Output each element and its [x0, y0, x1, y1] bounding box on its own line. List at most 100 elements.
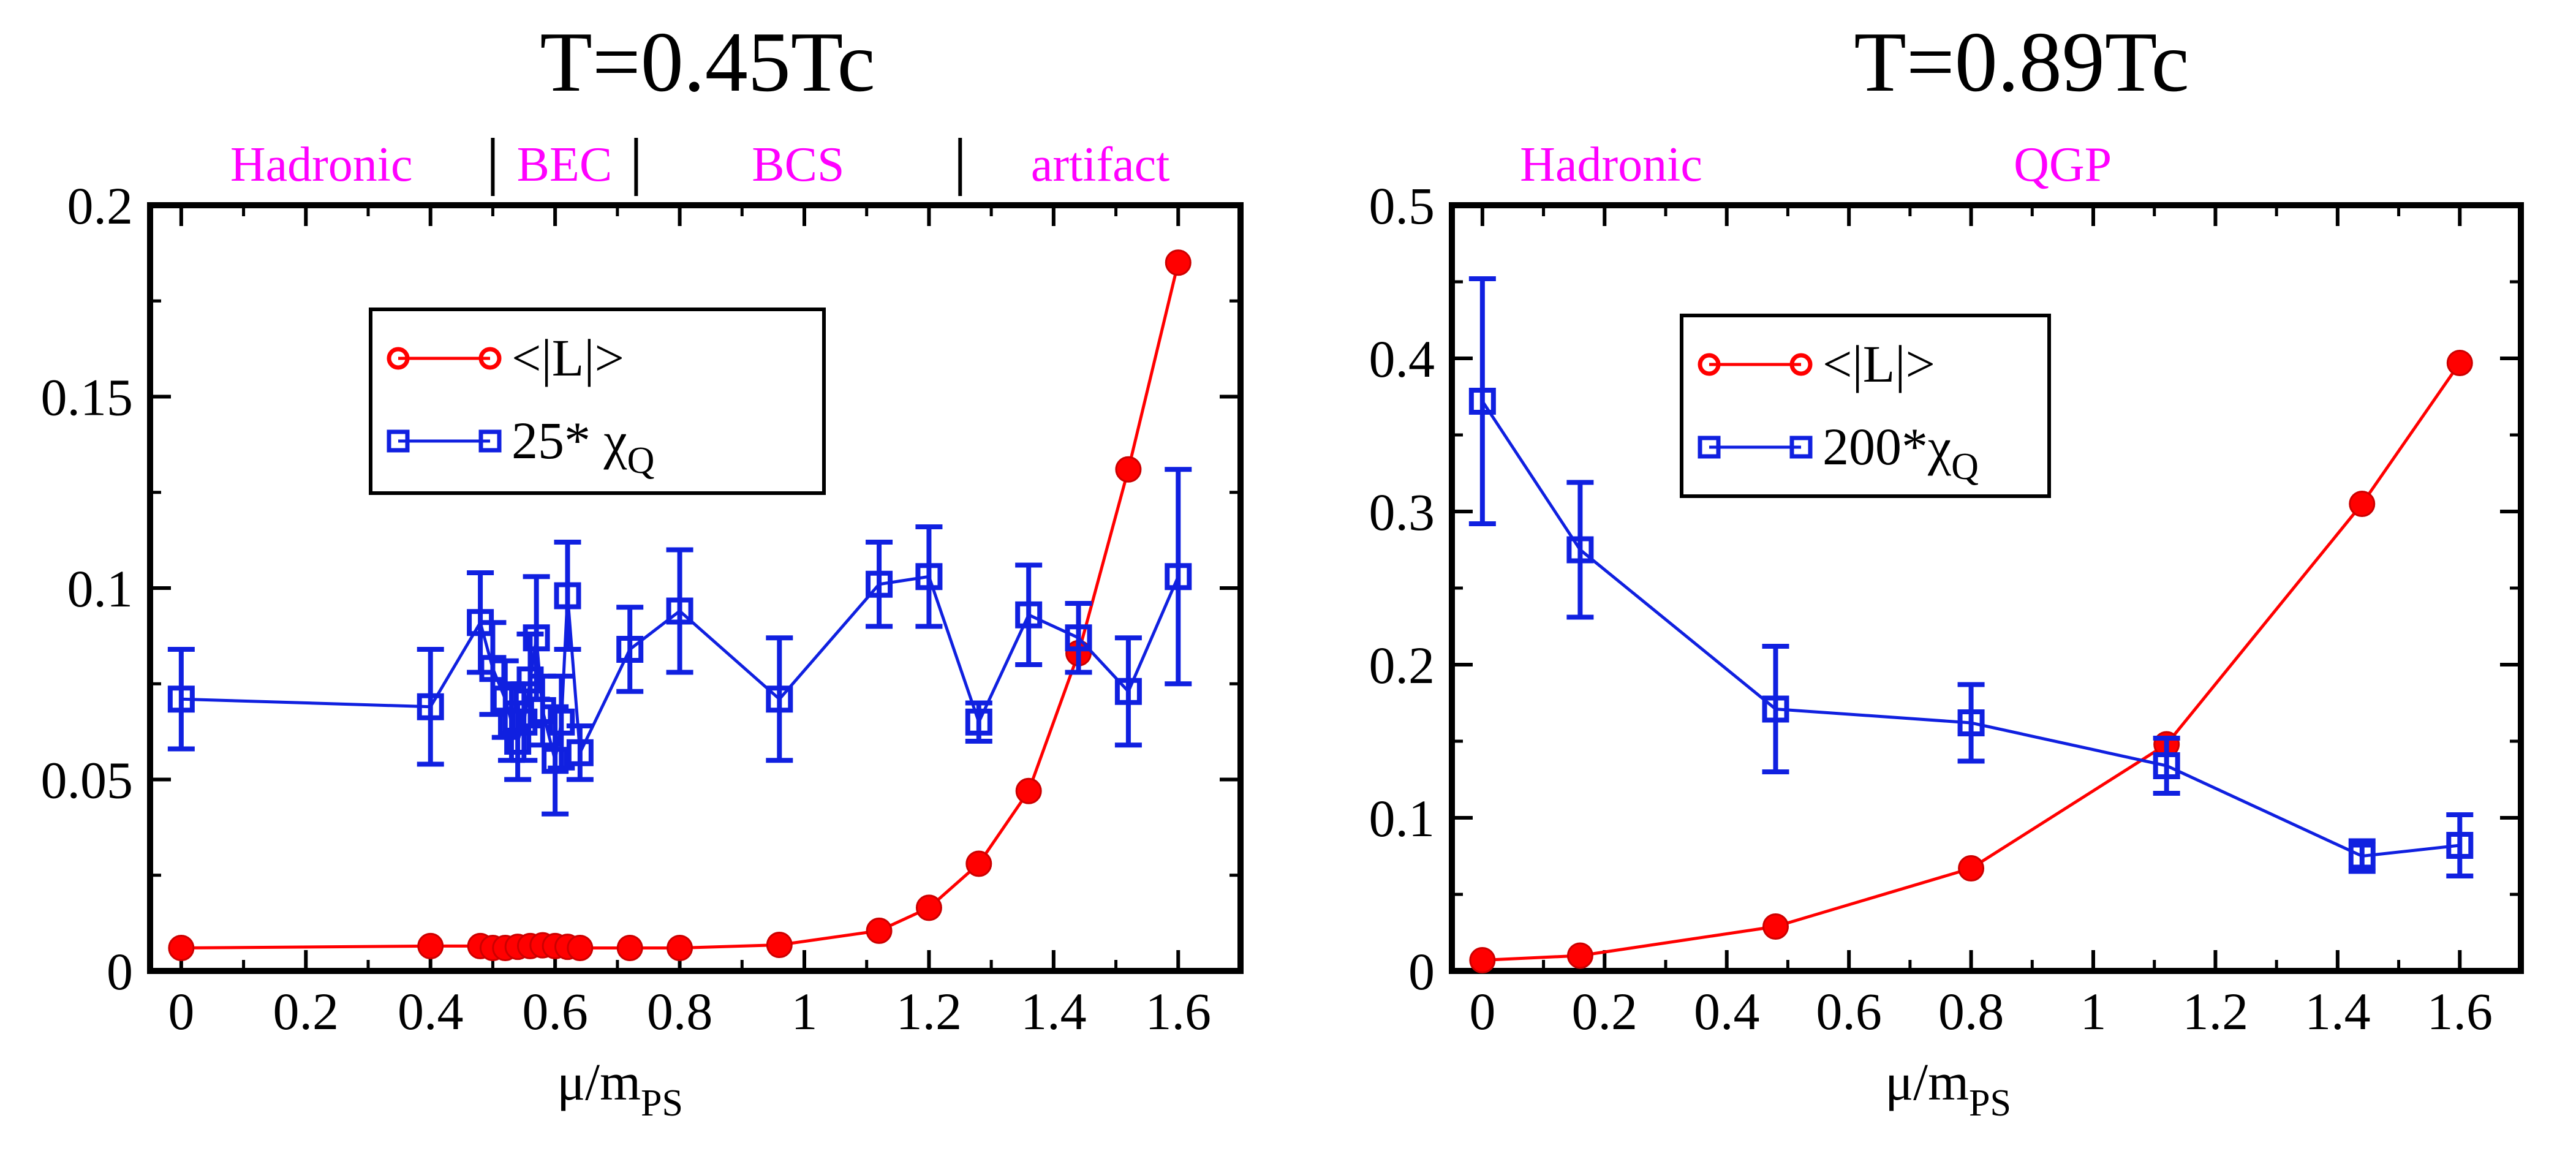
left-data-point-chi [915, 563, 943, 591]
right-y-tick-label: 0.3 [1369, 483, 1435, 542]
left-legend-label: 25* χQ [512, 411, 654, 481]
left-data-point-L [567, 935, 594, 961]
right-legend-marker-L [1698, 353, 1721, 376]
left-data-point-chi [866, 570, 893, 598]
right-x-tick-label: 0.2 [1572, 982, 1638, 1041]
left-y-tick-label: 0 [107, 942, 133, 1001]
left-y-tick-label: 0.05 [41, 751, 134, 810]
left-region-label-artifact: artifact [1031, 138, 1169, 192]
right-legend: <|L|> 200*χQ [1680, 314, 2051, 498]
right-y-tick-label: 0.4 [1369, 330, 1435, 388]
left-x-tick-label: 1.2 [896, 982, 962, 1041]
left-data-point-L [866, 917, 893, 944]
right-x-tick-label: 0.8 [1938, 982, 2004, 1041]
right-x-tick-label: 1.2 [2183, 982, 2249, 1041]
left-legend-box [369, 308, 826, 495]
right-legend-marker-chi [1698, 436, 1721, 459]
right-axes: 0 0.2 0.4 0.6 0.8 1 1.2 1.4 1.6 0 0.1 0.2 0.3 0.4 0.5 [1369, 176, 2524, 1041]
left-y-tick-label: 0.1 [67, 559, 134, 618]
left-data-point-chi [467, 609, 494, 636]
left-x-tick-label: 1.6 [1146, 982, 1212, 1041]
left-data-point-chi [523, 624, 550, 652]
right-data-point-L [1469, 947, 1496, 973]
right-x-axis-label: μ/mPS [1885, 1052, 2011, 1124]
right-x-tick-label: 1 [2080, 982, 2107, 1041]
left-data-point-chi [1165, 563, 1192, 591]
left-region-label-bec: BEC [517, 138, 613, 192]
right-y-tick-label: 0 [1408, 942, 1435, 1001]
left-data-point-chi [542, 747, 569, 774]
left-legend-marker-L [478, 347, 502, 370]
left-data-point-chi [504, 728, 532, 755]
left-data-point-chi [417, 693, 444, 720]
right-x-tick-label: 0 [1469, 982, 1495, 1041]
left-data-point-L [766, 932, 793, 958]
left-data-point-L [1165, 249, 1192, 276]
left-y-tick-label: 0.15 [41, 368, 134, 427]
left-chart-title: T=0.45Tc [540, 15, 875, 110]
left-chart-panel: T=0.45Tc Hadronic BEC BCS artifact 0 0.2 0.4 0… [41, 15, 1244, 1124]
left-data-point-L [417, 932, 444, 959]
left-data-point-chi [548, 708, 575, 736]
left-legend-marker-chi [387, 429, 410, 453]
left-y-tick-label: 0.2 [67, 176, 134, 235]
right-data-point-chi [2348, 842, 2376, 870]
left-data-point-L [1015, 777, 1042, 804]
right-data-point-chi [2446, 832, 2474, 859]
left-data-point-L [915, 894, 942, 921]
right-data-point-L [2349, 491, 2376, 517]
left-legend: <|L|> 25* χQ [369, 308, 826, 495]
left-region-labels: Hadronic BEC BCS artifact [230, 138, 1169, 196]
left-x-tick-label: 1 [791, 982, 818, 1041]
left-axes: 0 0.2 0.4 0.6 0.8 1 1.2 1.4 1.6 0 0.05 0.1 0.15 0.2 [41, 176, 1244, 1041]
left-x-tick-label: 0 [168, 982, 194, 1041]
right-legend-marker-chi [1789, 436, 1813, 459]
left-region-label-hadronic: Hadronic [230, 138, 413, 192]
left-data-point-chi [566, 739, 594, 766]
right-data-point-L [2446, 350, 2473, 376]
right-x-tick-label: 1.6 [2427, 982, 2493, 1041]
left-x-tick-label: 1.4 [1021, 982, 1087, 1041]
left-data-point-chi [479, 655, 507, 682]
right-legend-label: <|L|> [1822, 334, 1935, 393]
right-x-tick-label: 1.4 [2305, 982, 2371, 1041]
left-data-point-chi [167, 685, 195, 713]
left-data-point-L [1115, 456, 1142, 483]
right-data-point-chi [1762, 695, 1789, 723]
left-data-point-L [616, 935, 643, 961]
left-data-point-chi [516, 666, 544, 693]
right-region-label-qgp: QGP [2014, 138, 2112, 192]
right-y-tick-label: 0.5 [1369, 176, 1435, 235]
left-region-label-bcs: BCS [752, 138, 844, 192]
left-x-tick-label: 0.4 [398, 982, 464, 1041]
right-plot-area [1468, 276, 2474, 973]
right-chart-title: T=0.89Tc [1854, 15, 2189, 110]
right-x-tick-label: 0.4 [1694, 982, 1760, 1041]
right-data-point-chi [1957, 709, 1985, 736]
right-y-tick-label: 0.1 [1369, 789, 1435, 848]
right-region-label-hadronic: Hadronic [1520, 138, 1702, 192]
right-data-point-chi [1468, 388, 1496, 415]
left-x-tick-label: 0.2 [273, 982, 339, 1041]
right-data-point-chi [2153, 752, 2180, 779]
left-legend-marker-chi [478, 429, 502, 453]
left-data-point-L [667, 935, 693, 961]
right-data-point-chi [1566, 536, 1594, 564]
left-data-point-chi [766, 685, 793, 713]
left-data-point-chi [965, 708, 992, 736]
left-x-axis-label: μ/mPS [557, 1052, 683, 1124]
right-data-point-L [1958, 855, 1985, 882]
right-chart-panel: T=0.89Tc Hadronic QGP 0 0.2 0.4 0.6 0.8 1 1.2 1.… [1369, 15, 2524, 1124]
right-legend-marker-L [1789, 353, 1813, 376]
left-data-point-chi [1065, 624, 1092, 652]
right-legend-box [1680, 314, 2051, 498]
right-y-tick-label: 0.2 [1369, 636, 1435, 695]
left-legend-label: <|L|> [512, 328, 624, 387]
left-data-point-L [168, 935, 195, 961]
left-legend-marker-L [387, 347, 410, 370]
right-data-point-L [1566, 942, 1593, 969]
left-data-point-chi [616, 636, 644, 663]
right-data-point-L [1762, 913, 1789, 940]
right-x-tick-label: 0.6 [1816, 982, 1882, 1041]
